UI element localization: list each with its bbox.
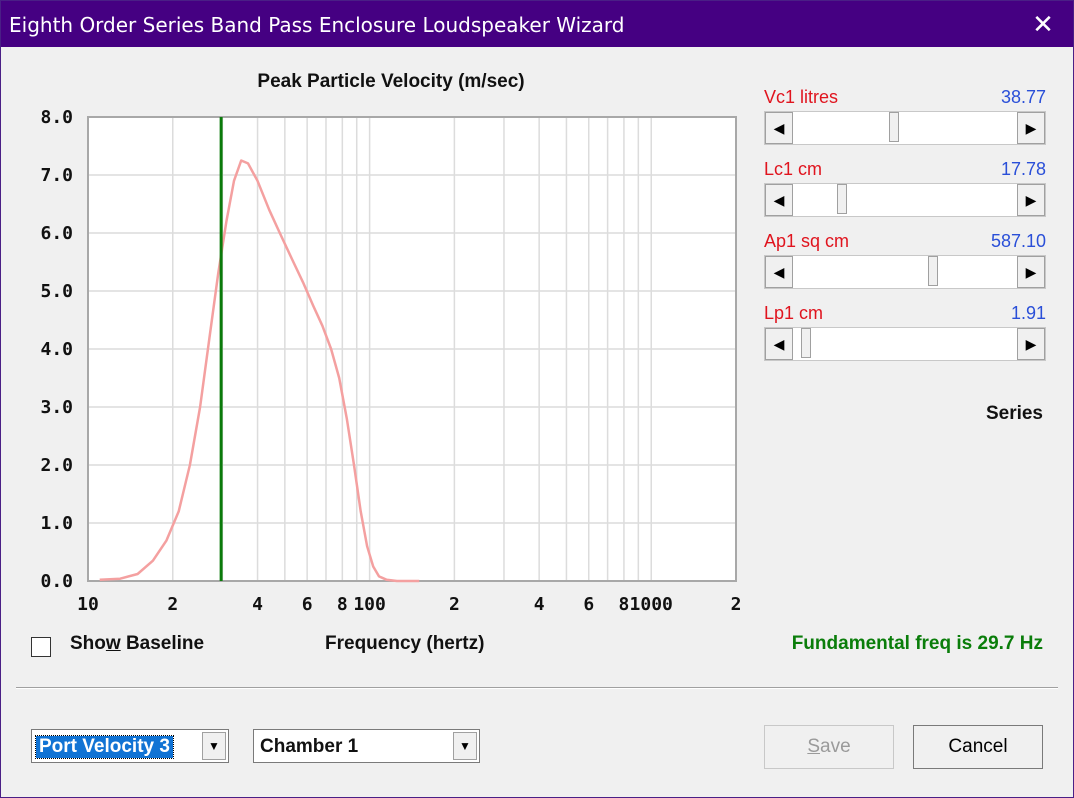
ap1-scrollbar[interactable]: ◀ ▶ <box>764 255 1046 289</box>
scroll-left-icon[interactable]: ◀ <box>765 256 793 288</box>
scroll-left-icon[interactable]: ◀ <box>765 112 793 144</box>
slider-label: Vc1 litres <box>764 87 839 107</box>
velocity-series-line <box>99 159 420 583</box>
close-icon[interactable]: ✕ <box>1032 9 1054 39</box>
x-tick-label: 4 <box>252 594 263 615</box>
y-tick-label: 6.0 <box>40 223 73 244</box>
cancel-button[interactable]: Cancel <box>913 725 1043 769</box>
scroll-right-icon[interactable]: ▶ <box>1017 328 1045 360</box>
slider-label: Ap1 sq cm <box>764 231 850 251</box>
x-tick-label: 8 <box>337 594 348 615</box>
slider-value: 38.77 <box>1000 87 1046 107</box>
show-baseline-label[interactable]: Show Baseline <box>70 633 204 655</box>
chamber-select[interactable]: Chamber 1 ▼ <box>253 729 480 763</box>
x-tick-label: 8 <box>619 594 630 615</box>
y-tick-label: 4.0 <box>40 339 73 360</box>
view-select-value: Port Velocity 3 <box>35 735 174 759</box>
x-tick-label: 4 <box>534 594 545 615</box>
scroll-thumb[interactable] <box>837 184 848 214</box>
y-tick-label: 8.0 <box>40 107 73 128</box>
lp1-scrollbar[interactable]: ◀ ▶ <box>764 327 1046 361</box>
x-tick-label: 2 <box>449 594 460 615</box>
chart-title: Peak Particle Velocity (m/sec) <box>257 71 525 92</box>
y-tick-label: 2.0 <box>40 455 73 476</box>
x-axis-title: Frequency (hertz) <box>325 633 485 654</box>
save-label: ave <box>820 736 851 757</box>
label-part: Sho <box>70 633 106 654</box>
chart-grid <box>87 116 737 582</box>
window-title: Eighth Order Series Band Pass Enclosure … <box>9 13 625 37</box>
scroll-thumb[interactable] <box>889 112 900 142</box>
show-baseline-checkbox[interactable] <box>31 637 51 657</box>
x-tick-label: 10 <box>77 594 99 615</box>
scroll-left-icon[interactable]: ◀ <box>765 184 793 216</box>
divider <box>16 687 1058 689</box>
label-accelerator: w <box>105 633 121 654</box>
x-tick-label: 2 <box>167 594 178 615</box>
scroll-right-icon[interactable]: ▶ <box>1017 256 1045 288</box>
x-tick-label: 6 <box>583 594 594 615</box>
save-button[interactable]: Save <box>764 725 894 769</box>
chevron-down-icon[interactable]: ▼ <box>202 732 226 760</box>
fundamental-frequency: Fundamental freq is 29.7 Hz <box>791 633 1043 654</box>
velocity-chart: 10 2 4 6 8 100 2 4 6 8 1000 2 0.01.02.03.04.05.06.0… <box>40 107 741 615</box>
slider-value: 17.78 <box>1000 159 1046 179</box>
slider-label: Lc1 cm <box>764 159 823 179</box>
vc1-scrollbar[interactable]: ◀ ▶ <box>764 111 1046 145</box>
title-bar: Eighth Order Series Band Pass Enclosure … <box>1 1 1073 47</box>
x-tick-label: 100 <box>353 594 386 615</box>
y-tick-label: 3.0 <box>40 397 73 418</box>
scroll-left-icon[interactable]: ◀ <box>765 328 793 360</box>
series-label: Series <box>985 403 1043 424</box>
x-tick-label: 1000 <box>630 594 673 615</box>
label-part: Baseline <box>120 633 205 654</box>
slider-value: 587.10 <box>990 231 1046 251</box>
slider-value: 1.91 <box>1010 303 1046 323</box>
scroll-thumb[interactable] <box>928 256 939 286</box>
x-tick-label: 2 <box>731 594 742 615</box>
save-accelerator: S <box>807 736 821 757</box>
view-select[interactable]: Port Velocity 3 ▼ <box>31 729 229 763</box>
x-tick-labels: 10 2 4 6 8 100 2 4 6 8 1000 2 <box>77 594 741 615</box>
chamber-select-value: Chamber 1 <box>260 736 359 757</box>
y-tick-label: 7.0 <box>40 165 73 186</box>
y-tick-label: 5.0 <box>40 281 73 302</box>
slider-label: Lp1 cm <box>764 303 824 323</box>
y-tick-label: 1.0 <box>40 513 73 534</box>
scroll-right-icon[interactable]: ▶ <box>1017 184 1045 216</box>
y-tick-labels: 0.0 1.0 2.0 3.0 4.0 5.0 6.0 7.0 8.0 <box>40 107 73 592</box>
y-tick-label: 0.0 <box>40 571 73 592</box>
chevron-down-icon[interactable]: ▼ <box>453 732 477 760</box>
plot-area <box>99 117 420 583</box>
lc1-scrollbar[interactable]: ◀ ▶ <box>764 183 1046 217</box>
scroll-right-icon[interactable]: ▶ <box>1017 112 1045 144</box>
x-tick-label: 6 <box>302 594 313 615</box>
scroll-thumb[interactable] <box>800 328 811 358</box>
